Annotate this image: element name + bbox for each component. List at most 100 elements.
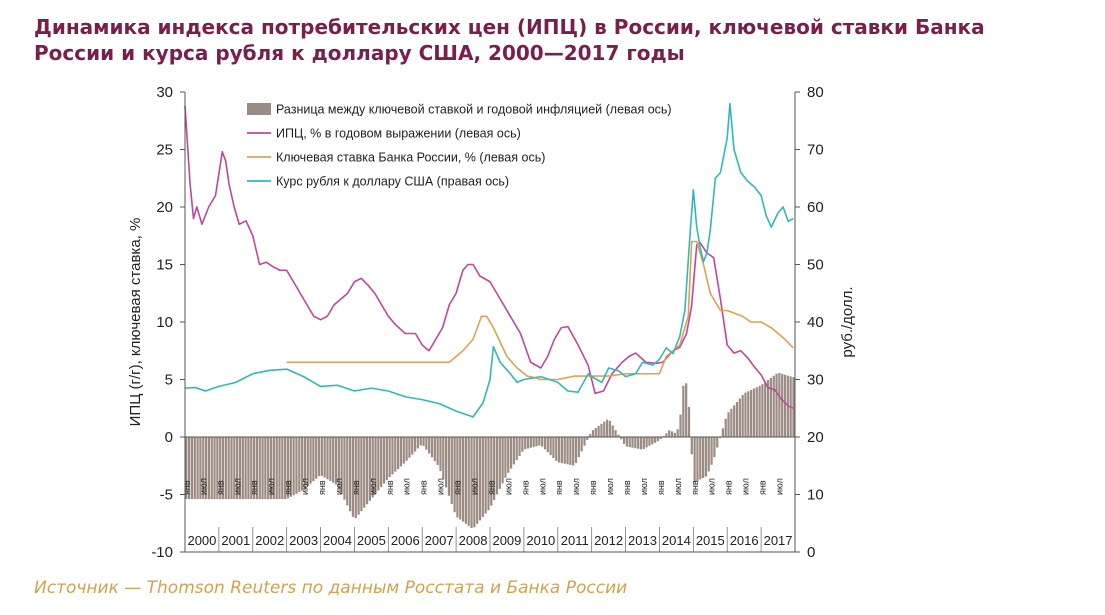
gap-bar [769,377,772,437]
gap-bar [552,437,555,458]
gap-bar [267,437,270,500]
gap-bar [193,437,196,500]
gap-bar [529,437,532,448]
gap-bar [351,437,355,517]
gap-bar [340,437,343,494]
gap-bar [693,437,696,483]
legend-cpi-label: ИПЦ, % в годовом выражении (левая ось) [276,127,521,141]
gap-bar [614,430,617,437]
gap-bar [707,437,710,472]
right-tick-label: 40 [807,314,824,331]
gap-bar [651,437,654,445]
gap-bar [704,437,708,477]
gap-bar [419,437,422,446]
gap-bar [337,437,340,489]
month-label: июл [605,478,615,495]
gap-bar [750,389,753,437]
gap-bar [295,437,298,494]
gap-bar [594,428,597,437]
gap-bar [490,437,493,506]
gap-bar [546,437,549,453]
gap-bar [679,414,682,437]
gap-bar [442,437,445,480]
gap-bar [478,437,482,521]
month-label: янв [181,480,191,495]
left-tick-label: 15 [156,257,173,274]
gap-bar [583,437,586,446]
month-label: июл [334,478,344,495]
gap-bar [721,428,724,437]
gap-bar [315,437,318,479]
gap-bar [605,419,609,437]
gap-bar [408,437,411,458]
legend: Разница между ключевой ставкой и годовой… [247,103,672,189]
right-tick-label: 20 [807,429,824,446]
gap-bar [453,437,456,513]
gap-bar [196,437,199,500]
gap-bar [216,437,219,500]
left-tick-label: 10 [156,314,173,331]
gap-bar [687,406,691,437]
year-label: 2005 [357,533,386,548]
gap-bar [526,437,530,449]
gap-bar [518,437,521,456]
gap-bar [676,429,679,437]
month-label: июл [402,478,412,495]
year-label: 2009 [492,533,521,548]
gap-bar [281,437,284,500]
gap-bar [252,437,256,500]
right-tick-label: 30 [807,372,824,389]
year-label: 2012 [594,533,623,548]
gap-bar [557,437,561,463]
gap-bar [580,437,583,452]
month-label: июл [368,478,378,495]
gap-bar [207,437,211,500]
gap-bar [459,437,462,520]
gap-bar [772,375,775,437]
left-tick-label: -5 [160,487,173,504]
month-label: июл [639,478,649,495]
right-tick-label: 60 [807,199,824,216]
month-label: июл [469,478,479,495]
gap-bar [603,421,606,437]
year-label: 2007 [425,533,454,548]
gap-bar [560,437,564,464]
gap-bar [572,437,575,466]
gap-bar [673,432,676,437]
gap-bar [755,387,758,437]
legend-gap-swatch [247,103,271,115]
gap-bar [690,437,693,455]
gap-bar [236,437,239,500]
gap-bar [464,437,467,524]
gap-bar [611,425,614,437]
gap-bar [298,437,301,493]
month-label: июл [741,478,751,495]
gap-bar [617,434,620,437]
month-label: янв [351,480,361,495]
gap-bar [430,437,434,458]
year-label: 2011 [561,533,589,548]
left-tick-label: 25 [156,142,173,159]
year-label: 2002 [255,533,284,548]
gap-bar [250,437,253,500]
gap-bar [354,437,357,519]
gap-bar [221,437,225,500]
gap-bar [487,437,490,511]
gap-bar [501,437,504,484]
gap-bar [792,377,795,437]
gap-bar [213,437,216,500]
gap-bar [275,437,278,500]
gap-bar [190,437,194,500]
gap-bar [397,437,400,470]
gap-bar [484,437,487,514]
gap-bar [600,423,603,437]
gap-bar [566,437,569,465]
gap-bar [219,437,222,500]
gap-bar [300,437,304,491]
gap-bar [422,437,425,446]
gap-bar [512,437,516,465]
gap-bar [374,437,377,494]
gap-bar [377,437,380,491]
gap-bar [634,437,637,449]
gap-bar [498,437,501,489]
